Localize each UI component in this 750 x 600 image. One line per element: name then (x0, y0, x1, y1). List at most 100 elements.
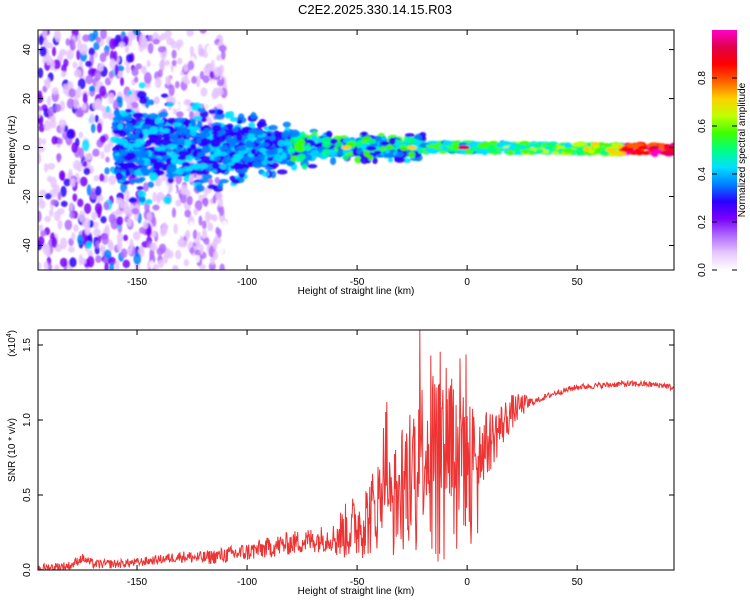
heatmap-cell (202, 97, 207, 105)
heatmap-cell (219, 263, 225, 270)
heatmap-cell (605, 147, 617, 152)
spectrogram-y-tick-label: 20 (22, 93, 33, 105)
snr-y-tick-label: 1.5 (22, 338, 33, 352)
heatmap-cell (148, 172, 158, 179)
heatmap-cell (47, 162, 56, 170)
heatmap-cell (176, 57, 183, 65)
heatmap-cell (190, 120, 197, 128)
heatmap-cell (208, 261, 216, 270)
colorbar-tick-label: 0.4 (697, 167, 708, 181)
heatmap-cell (58, 119, 67, 128)
heatmap-cell (209, 257, 215, 266)
heatmap-cell (135, 158, 145, 166)
heatmap-cell (408, 151, 416, 158)
heatmap-cell (57, 191, 62, 201)
heatmap-cell (215, 191, 223, 201)
heatmap-cell (356, 147, 363, 155)
heatmap-cell (81, 102, 87, 111)
heatmap-cell (207, 213, 215, 220)
heatmap-cell (183, 175, 190, 183)
heatmap-cell (147, 34, 154, 42)
heatmap-cell (234, 163, 246, 170)
heatmap-cell (104, 262, 109, 270)
heatmap-cell (92, 148, 100, 157)
heatmap-cell (82, 92, 88, 104)
spectrogram-y-tick-label: 40 (22, 44, 33, 56)
heatmap-cell (183, 259, 189, 267)
heatmap-cell (201, 173, 213, 180)
heatmap-cell (109, 50, 115, 61)
heatmap-cell (426, 144, 437, 149)
heatmap-cell (165, 75, 172, 86)
heatmap-cell (72, 61, 78, 69)
heatmap-cell (189, 221, 194, 232)
heatmap-cell (43, 261, 49, 270)
heatmap-cell (89, 113, 95, 124)
heatmap-cell (232, 154, 242, 161)
heatmap-cell (127, 247, 133, 255)
heatmap-cell (51, 87, 59, 95)
heatmap-cell (136, 90, 147, 99)
heatmap-cell (289, 129, 300, 138)
heatmap-cell (100, 135, 107, 143)
heatmap-cell (116, 96, 123, 104)
heatmap-cell (197, 120, 203, 129)
heatmap-cell (322, 140, 332, 149)
heatmap-cell (86, 184, 92, 196)
heatmap-cell (96, 98, 103, 109)
heatmap-cell (59, 237, 68, 250)
snr-x-tick-label: 50 (572, 577, 584, 588)
heatmap-cell (145, 198, 153, 205)
heatmap-cell (203, 236, 210, 245)
heatmap-cell (119, 77, 125, 87)
heatmap-cell (88, 47, 96, 56)
heatmap-cell (108, 70, 114, 79)
heatmap-cell (117, 70, 124, 78)
heatmap-cell (124, 127, 135, 132)
heatmap-cell (98, 85, 107, 97)
heatmap-cell (152, 204, 160, 211)
heatmap-cell (195, 75, 201, 88)
heatmap-cell (139, 33, 147, 46)
heatmap-cell (71, 142, 78, 154)
heatmap-cell (59, 49, 67, 57)
heatmap-cell (380, 141, 390, 146)
heatmap-cell (193, 88, 198, 98)
heatmap-cell (93, 41, 100, 51)
heatmap-cell (131, 142, 141, 148)
heatmap-cell (160, 97, 165, 110)
heatmap-cell (199, 178, 209, 184)
heatmap-cell (108, 213, 116, 224)
heatmap-cell (260, 142, 270, 147)
heatmap-cell (183, 98, 192, 106)
heatmap-cell (138, 43, 144, 53)
heatmap-cell (218, 64, 225, 75)
heatmap-cell (140, 166, 148, 174)
heatmap-cell (178, 212, 184, 220)
heatmap-cell (95, 240, 100, 249)
heatmap-cell (56, 153, 61, 163)
heatmap-cell (129, 179, 136, 184)
heatmap-cell (277, 147, 284, 153)
heatmap-cell (575, 149, 585, 156)
heatmap-cell (191, 105, 200, 112)
heatmap-cell (82, 160, 88, 168)
snr-y-tick-label: 0.0 (22, 563, 33, 577)
heatmap-cell (59, 257, 68, 268)
heatmap-cell (214, 177, 220, 184)
snr-series-line (38, 330, 674, 570)
heatmap-cell (515, 143, 522, 150)
heatmap-cell (99, 52, 107, 63)
heatmap-cell (286, 161, 294, 167)
heatmap-cell (221, 220, 228, 231)
heatmap-cell (94, 114, 99, 123)
heatmap-cell (189, 247, 195, 254)
heatmap-cell (118, 41, 126, 48)
heatmap-cell (68, 88, 76, 98)
heatmap-cell (595, 147, 603, 152)
heatmap-cell (115, 172, 124, 181)
spectrogram-x-tick-label: -150 (127, 277, 147, 288)
heatmap-cell (58, 170, 66, 181)
heatmap-hotspot (649, 145, 660, 150)
heatmap-cell (118, 149, 128, 157)
